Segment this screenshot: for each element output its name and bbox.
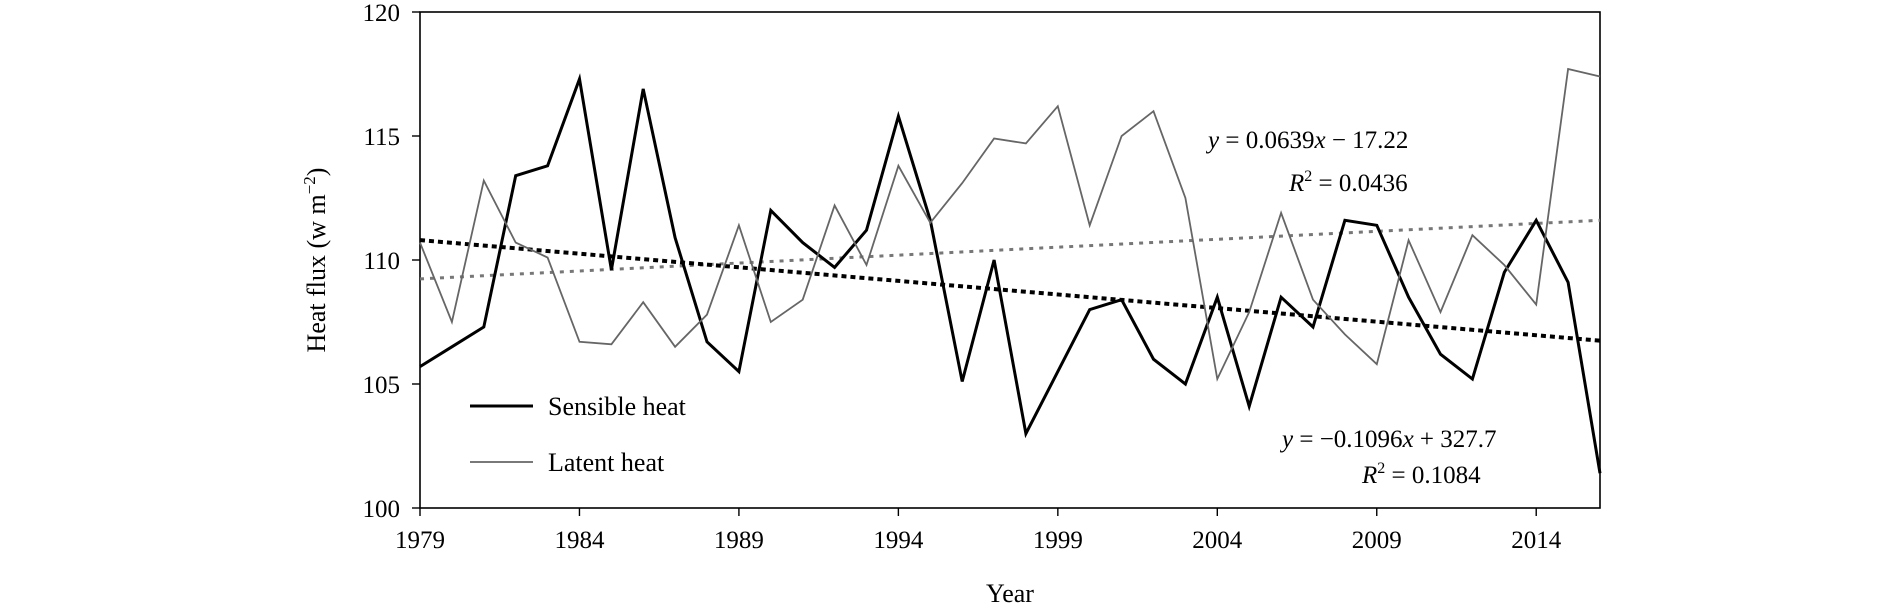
latent-trend-equation: y = 0.0639x − 17.22: [1205, 127, 1408, 154]
y-axis-title-close: ): [302, 168, 331, 177]
trendline-layer: [419, 218, 1601, 343]
x-tick-label-1999: 1999: [1033, 527, 1083, 554]
latent-heat-line: [419, 67, 1601, 382]
sensible-heat-line: [419, 73, 1602, 474]
legend-label-sensible-heat: Sensible heat: [548, 392, 687, 421]
sensible-trend-equation: y = −0.1096x + 327.7: [1279, 426, 1497, 453]
tick-layer: 1979 1984 1989 1994 1999 2004 2009 2014 100 105 11…: [363, 0, 1562, 554]
legend: Sensible heat Latent heat: [470, 392, 687, 477]
legend-label-latent-heat: Latent heat: [548, 448, 665, 477]
sensible-trend-r2: R2 = 0.1084: [1361, 460, 1481, 489]
x-tick-label-2009: 2009: [1352, 527, 1402, 554]
series-layer: [419, 67, 1602, 474]
x-tick-label-2004: 2004: [1192, 527, 1243, 554]
y-axis-title-sup: −2: [300, 176, 319, 194]
y-tick-label-100: 100: [363, 496, 401, 523]
y-axis-title-main: Heat flux (w m: [302, 194, 331, 352]
x-axis-title: Year: [986, 579, 1034, 608]
x-tick-label-2014: 2014: [1511, 527, 1562, 554]
x-tick-label-1984: 1984: [554, 527, 605, 554]
x-tick-label-1989: 1989: [714, 527, 764, 554]
x-tick-label-1979: 1979: [395, 527, 445, 554]
y-tick-label-105: 105: [363, 372, 401, 399]
latent-trend-r2: R2 = 0.0436: [1288, 168, 1408, 197]
y-tick-label-110: 110: [363, 248, 400, 275]
x-tick-label-1994: 1994: [873, 527, 924, 554]
y-axis-title: Heat flux (w m−2): [300, 168, 331, 353]
trendline-equations: y = 0.0639x − 17.22 R2 = 0.0436 y = −0.1…: [1205, 127, 1497, 489]
latent-heat-trendline: [419, 218, 1601, 281]
y-tick-label-115: 115: [363, 124, 400, 151]
latent-heat-points: [420, 69, 1600, 379]
y-tick-label-120: 120: [363, 0, 401, 27]
